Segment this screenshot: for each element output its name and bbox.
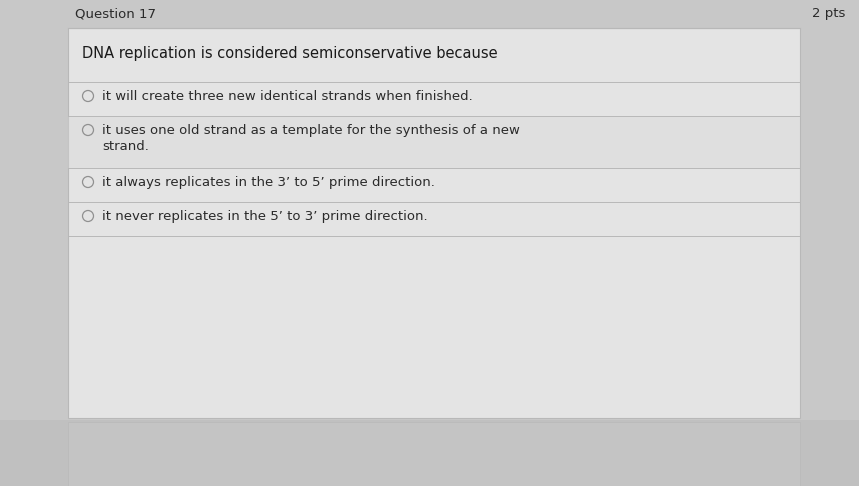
FancyBboxPatch shape <box>0 0 859 28</box>
Text: DNA replication is considered semiconservative because: DNA replication is considered semiconser… <box>82 46 497 61</box>
FancyBboxPatch shape <box>68 28 800 418</box>
Text: it never replicates in the 5’ to 3’ prime direction.: it never replicates in the 5’ to 3’ prim… <box>102 210 428 223</box>
FancyBboxPatch shape <box>68 422 800 486</box>
FancyBboxPatch shape <box>68 116 800 168</box>
Text: it always replicates in the 3’ to 5’ prime direction.: it always replicates in the 3’ to 5’ pri… <box>102 176 435 189</box>
Text: it uses one old strand as a template for the synthesis of a new
strand.: it uses one old strand as a template for… <box>102 124 520 154</box>
FancyBboxPatch shape <box>0 420 859 486</box>
Text: Question 17: Question 17 <box>75 7 156 20</box>
Text: it will create three new identical strands when finished.: it will create three new identical stran… <box>102 90 472 103</box>
Text: 2 pts: 2 pts <box>812 7 845 20</box>
